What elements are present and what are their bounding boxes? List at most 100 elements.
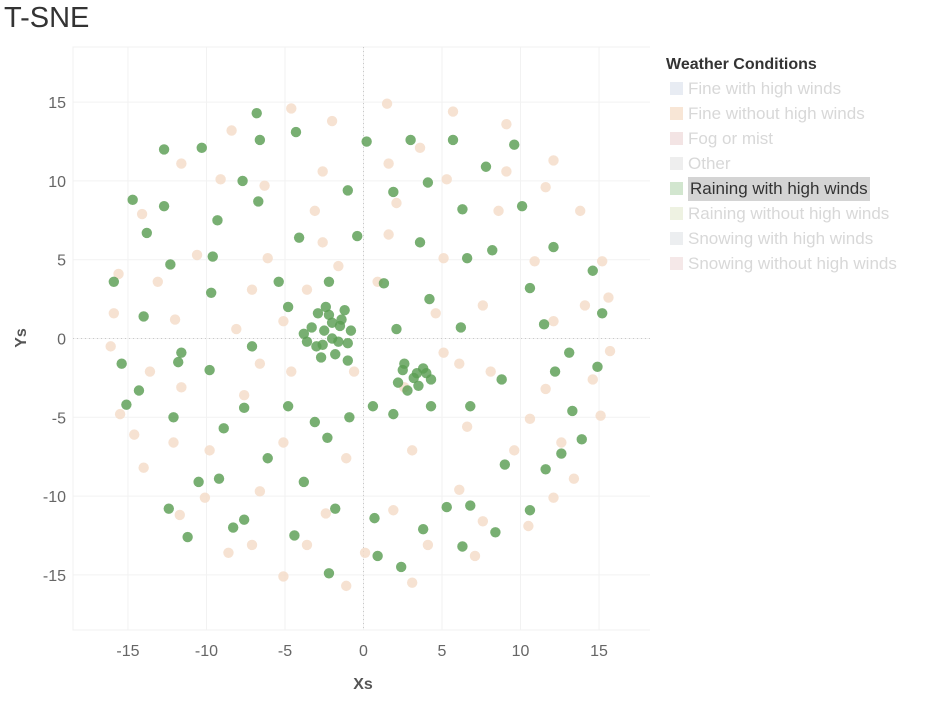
data-point[interactable] [319,325,330,336]
data-point[interactable] [336,314,347,325]
data-point[interactable] [509,445,520,456]
data-point[interactable] [454,484,465,495]
data-point[interactable] [405,134,416,146]
data-point[interactable] [604,345,616,357]
data-point[interactable] [286,366,297,377]
data-point[interactable] [218,423,229,434]
data-point[interactable] [496,374,507,385]
data-point[interactable] [158,144,170,155]
data-point[interactable] [414,237,426,248]
data-point[interactable] [114,408,126,420]
data-point[interactable] [301,539,313,551]
data-point[interactable] [169,314,181,325]
legend-item[interactable]: Snowing without high winds [666,251,934,276]
data-point[interactable] [227,522,239,533]
data-point[interactable] [477,516,489,527]
data-point[interactable] [138,311,149,322]
data-point[interactable] [454,358,465,369]
data-point[interactable] [138,462,149,473]
data-point[interactable] [579,300,591,311]
data-point[interactable] [182,531,193,543]
data-point[interactable] [174,509,185,521]
data-point[interactable] [293,232,305,243]
data-point[interactable] [574,205,586,217]
data-point[interactable] [278,437,289,448]
data-point[interactable] [215,174,226,185]
data-point[interactable] [438,347,449,358]
data-point[interactable] [251,107,262,119]
data-point[interactable] [254,134,266,146]
data-point[interactable] [199,492,211,503]
data-point[interactable] [309,205,321,217]
data-point[interactable] [339,304,350,316]
data-point[interactable] [323,276,335,287]
data-point[interactable] [549,366,561,377]
data-point[interactable] [144,366,156,377]
data-point[interactable] [333,260,344,272]
data-point[interactable] [141,227,153,239]
data-point[interactable] [406,445,418,456]
data-point[interactable] [127,194,138,206]
data-point[interactable] [278,571,289,582]
data-point[interactable] [603,292,614,303]
data-point[interactable] [342,185,353,196]
data-point[interactable] [524,505,536,516]
data-point[interactable] [422,539,434,551]
data-point[interactable] [108,308,120,319]
data-point[interactable] [417,523,429,535]
data-point[interactable] [345,325,357,336]
data-point[interactable] [348,366,360,377]
data-point[interactable] [223,547,234,558]
data-point[interactable] [383,229,394,240]
data-point[interactable] [317,339,328,351]
data-point[interactable] [399,358,410,369]
data-point[interactable] [116,358,127,369]
data-point[interactable] [413,380,424,391]
data-point[interactable] [152,276,163,287]
data-point[interactable] [587,374,598,385]
legend-item[interactable]: Fine with high winds [666,76,934,101]
data-point[interactable] [108,276,120,287]
data-point[interactable] [359,547,371,558]
data-point[interactable] [548,155,559,166]
data-point[interactable] [406,577,418,588]
data-point[interactable] [231,323,242,335]
data-point[interactable] [477,300,489,311]
data-point[interactable] [548,492,559,503]
data-point[interactable] [323,309,335,321]
data-point[interactable] [564,347,575,358]
data-point[interactable] [441,174,452,185]
data-point[interactable] [485,366,496,377]
data-point[interactable] [298,476,310,488]
data-point[interactable] [317,166,328,177]
data-point[interactable] [529,256,540,267]
data-point[interactable] [213,473,225,484]
data-point[interactable] [193,476,204,488]
data-point[interactable] [490,527,501,538]
data-point[interactable] [509,139,520,150]
data-point[interactable] [341,580,352,592]
data-point[interactable] [298,328,310,339]
data-point[interactable] [330,349,341,360]
data-point[interactable] [176,382,187,393]
data-point[interactable] [113,268,124,280]
data-point[interactable] [317,237,328,248]
data-point[interactable] [163,503,174,514]
data-point[interactable] [587,265,598,276]
data-point[interactable] [381,98,393,109]
data-point[interactable] [568,473,580,484]
data-point[interactable] [523,520,534,532]
data-point[interactable] [556,437,567,448]
data-point[interactable] [344,412,355,423]
data-point[interactable] [367,401,379,412]
data-point[interactable] [129,429,140,440]
data-point[interactable] [548,241,559,253]
data-point[interactable] [176,158,187,169]
data-point[interactable] [430,308,441,319]
data-point[interactable] [372,550,383,562]
data-point[interactable] [361,136,372,147]
data-point[interactable] [540,383,551,395]
data-point[interactable] [342,355,353,366]
data-point[interactable] [323,568,335,579]
data-point[interactable] [461,252,473,264]
